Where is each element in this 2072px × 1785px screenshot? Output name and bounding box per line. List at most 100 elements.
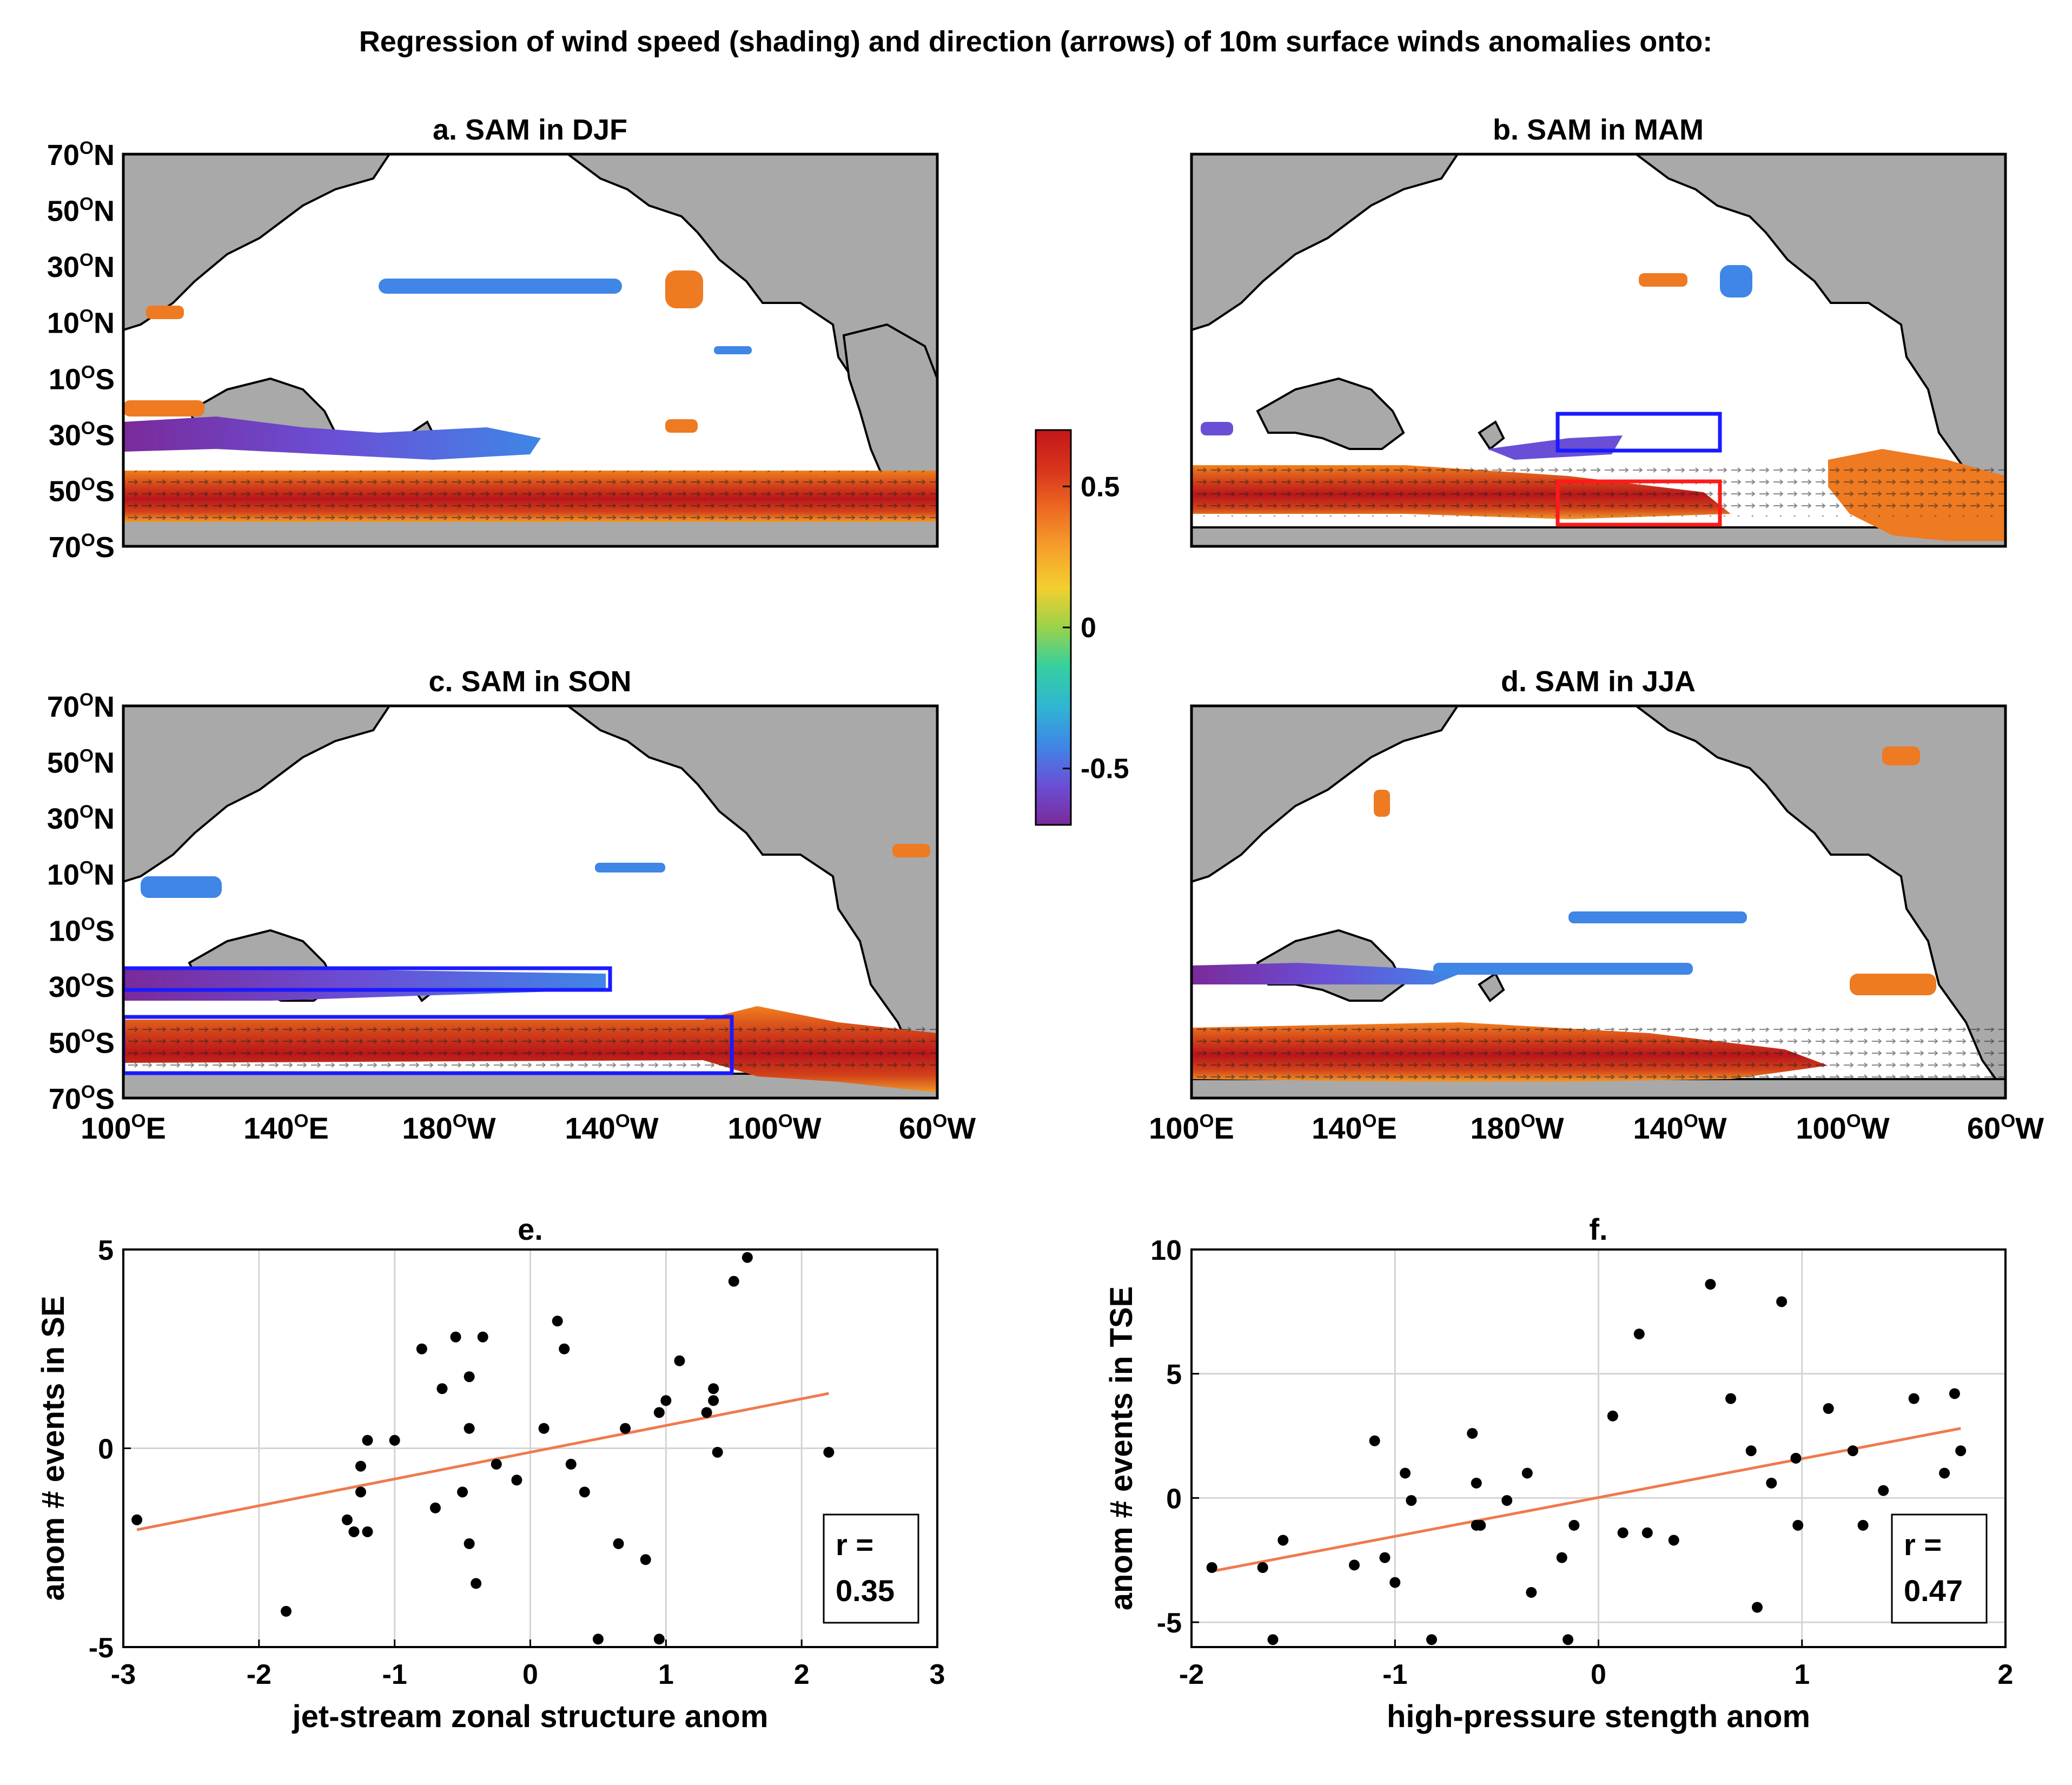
scatter-point xyxy=(1617,1527,1629,1538)
scatter-point xyxy=(653,1407,665,1418)
scatter-panel-f: -2 -1 0 1 2 10 5 0 -5 f. high-pressure stength ano… xyxy=(1104,1212,2013,1734)
scatter-point xyxy=(640,1554,651,1565)
map-lat-label: 70ON xyxy=(47,138,115,171)
map-lon-label: 60OW xyxy=(1967,1111,2044,1145)
x-tick-label: 2 xyxy=(794,1659,810,1690)
y-tick-label: -5 xyxy=(89,1632,114,1664)
scatter-point xyxy=(1257,1562,1268,1573)
map-b-title: b. SAM in MAM xyxy=(1493,114,1704,146)
correlation-label: r = xyxy=(1904,1528,1942,1562)
map-b-red-box xyxy=(1555,479,1722,527)
scatter-point xyxy=(1526,1586,1537,1598)
scatter-point xyxy=(1467,1427,1478,1439)
scatter-point xyxy=(471,1578,482,1589)
plot-frame xyxy=(122,1248,938,1648)
scatter-point xyxy=(341,1514,353,1525)
scatter-point xyxy=(464,1371,475,1383)
y-tick-label: 0 xyxy=(98,1434,114,1465)
scatter-point xyxy=(620,1423,631,1434)
map-c-land xyxy=(123,706,937,1098)
colorbar-tick-label: 0 xyxy=(1081,612,1096,644)
scatter-point xyxy=(1369,1435,1380,1446)
scatter-panel-e: -3 -2 -1 0 1 2 3 5 0 -5 e. jet-stream zonal structu… xyxy=(36,1212,945,1734)
scatter-point xyxy=(592,1634,604,1645)
map-lat-label: 50ON xyxy=(47,194,115,228)
scatter-point xyxy=(1277,1535,1289,1546)
map-lat-label: 30ON xyxy=(47,250,115,284)
map-lon-label: 140OW xyxy=(1633,1111,1726,1145)
colorbar-tick-label: 0.5 xyxy=(1081,471,1120,503)
colorbar-tick-label: -0.5 xyxy=(1081,753,1129,785)
scatter-point xyxy=(613,1538,624,1549)
x-tick-label: 3 xyxy=(930,1659,945,1690)
regression-line xyxy=(136,1392,829,1531)
map-lat-label: 30OS xyxy=(49,418,115,452)
correlation-value: 0.35 xyxy=(836,1574,895,1608)
map-lat-label: 50OS xyxy=(49,474,115,508)
scatter-point xyxy=(674,1355,685,1366)
scatter-point xyxy=(429,1502,441,1513)
colorbar: 0.5 0 -0.5 xyxy=(1035,429,1129,826)
scatter-point xyxy=(1766,1477,1777,1489)
map-lon-label: 140OE xyxy=(243,1111,329,1145)
figure-title: Regression of wind speed (shading) and d… xyxy=(359,25,1712,58)
colorbar-ticks: 0.5 0 -0.5 xyxy=(1063,471,1129,785)
map-lat-label: 70OS xyxy=(49,530,115,564)
map-c-shading xyxy=(123,844,937,1093)
x-tick-label: 1 xyxy=(1794,1659,1810,1690)
map-lon-label: 100OW xyxy=(727,1111,821,1145)
scatter-point xyxy=(579,1486,590,1498)
correlation-value: 0.47 xyxy=(1904,1574,1963,1608)
scatter-point xyxy=(416,1343,427,1354)
correlation-box xyxy=(823,1513,919,1624)
map-lat-label: 50ON xyxy=(47,746,115,779)
x-axis-label: jet-stream zonal structure anom xyxy=(292,1699,769,1734)
scatter-point xyxy=(1556,1552,1567,1563)
x-tick-label: -2 xyxy=(247,1659,272,1690)
y-tick-label: -5 xyxy=(1157,1608,1182,1639)
map-c-title: c. SAM in SON xyxy=(428,665,631,698)
scatter-title: f. xyxy=(1589,1212,1607,1246)
scatter-point xyxy=(1641,1527,1653,1538)
correlation-box xyxy=(1891,1513,1988,1624)
regression-line xyxy=(1212,1427,1961,1573)
scatter-point xyxy=(701,1407,712,1418)
map-lat-label: 10OS xyxy=(49,914,115,948)
scatter-point xyxy=(1379,1552,1391,1563)
scatter-point xyxy=(1267,1634,1279,1645)
x-tick-label: 1 xyxy=(658,1659,674,1690)
scatter-point xyxy=(1563,1634,1574,1645)
map-lon-label: 180OW xyxy=(1470,1111,1564,1145)
scatter-point xyxy=(1745,1445,1757,1457)
scatter-point xyxy=(1349,1559,1360,1571)
map-lon-label: 100OW xyxy=(1796,1111,1889,1145)
map-lat-label: 70ON xyxy=(47,690,115,723)
map-d xyxy=(1191,706,2005,1098)
y-tick-label: 10 xyxy=(1150,1235,1182,1266)
map-d-shading xyxy=(1191,746,2005,1082)
y-tick-label: 5 xyxy=(1166,1359,1182,1391)
scatter-point xyxy=(1857,1519,1869,1531)
map-lat-label: 10ON xyxy=(47,306,115,340)
map-b-shading xyxy=(1191,265,2005,541)
scatter-point xyxy=(355,1486,366,1498)
map-d-title: d. SAM in JJA xyxy=(1501,665,1696,698)
scatter-point xyxy=(131,1514,143,1525)
scatter-point xyxy=(1725,1393,1737,1404)
scatter-point xyxy=(281,1605,292,1617)
scatter-title: e. xyxy=(518,1212,543,1246)
map-b-blue-box xyxy=(1555,412,1722,453)
scatter-point xyxy=(511,1475,522,1486)
plot-frame xyxy=(1190,1248,2007,1648)
scatter-point xyxy=(1790,1452,1802,1464)
scatter-point xyxy=(660,1395,672,1406)
scatter-point xyxy=(1501,1495,1513,1506)
scatter-point xyxy=(1949,1388,1960,1399)
scatter-point xyxy=(348,1526,360,1537)
map-a-title: a. SAM in DJF xyxy=(433,114,627,146)
x-axis-label: high-pressure stength anom xyxy=(1387,1699,1810,1734)
map-d-lon-labels: 100OE 140OE 180OW 140OW 100OW 60OW xyxy=(1149,1111,2044,1145)
map-c-frame xyxy=(122,704,939,1100)
x-tick-label: -2 xyxy=(1179,1659,1204,1690)
scatter-point xyxy=(538,1423,550,1434)
